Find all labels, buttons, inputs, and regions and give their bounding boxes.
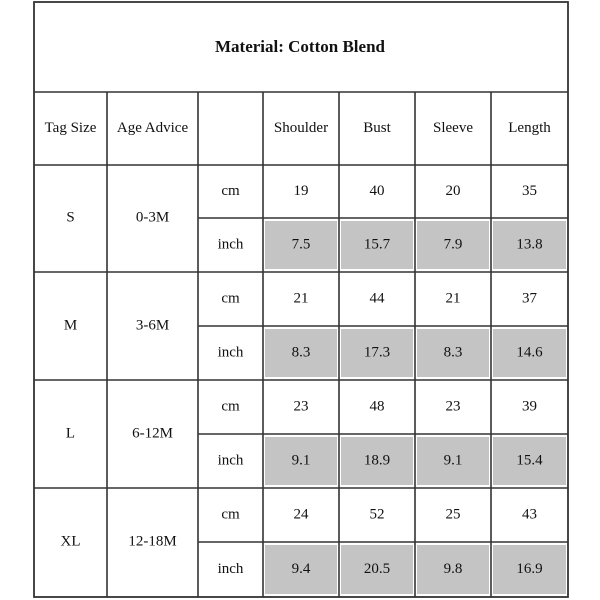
inch-value-cell-fill [341,437,413,485]
inch-value-cell-fill [417,329,489,377]
inch-value-cell: 9.1 [444,452,463,468]
tag-size-cell: XL [61,533,81,549]
inch-value-cell: 8.3 [444,344,463,360]
header-cell: Bust [363,120,391,136]
cell-texts: Material: Cotton Blend Tag Size Age Advic… [45,37,552,577]
inch-value-cell-fill [493,545,566,594]
cm-value-cell: 52 [370,506,385,522]
cm-value-cell: 25 [446,506,461,522]
inch-value-cell: 9.8 [444,561,463,577]
inch-value-cell-fill [417,221,489,269]
cm-value-cell: 48 [370,398,385,414]
unit-label-inch: inch [218,561,244,577]
unit-label-cm: cm [221,398,240,414]
inch-value-cell-fill [417,545,489,594]
cm-value-cell: 20 [446,183,461,199]
age-advice-cell: 12-18M [128,533,176,549]
cm-value-cell: 23 [294,398,309,414]
cm-value-cell: 40 [370,183,385,199]
grid-lines [33,1,569,598]
cm-value-cell: 23 [446,398,461,414]
table-title: Material: Cotton Blend [215,37,386,56]
header-cell: Shoulder [274,120,328,136]
inch-value-cell: 9.1 [292,452,311,468]
unit-label-cm: cm [221,290,240,306]
unit-label-inch: inch [218,344,244,360]
inch-value-cell: 7.9 [444,236,463,252]
inch-value-cell: 14.6 [516,344,543,360]
cm-value-cell: 43 [522,506,537,522]
inch-value-cell: 9.4 [292,561,311,577]
cell-fills [265,221,566,594]
inch-value-cell: 15.4 [516,452,543,468]
unit-label-cm: cm [221,506,240,522]
inch-value-cell: 20.5 [364,561,390,577]
inch-value-cell-fill [341,221,413,269]
tag-size-cell: L [66,425,75,441]
cm-value-cell: 21 [294,290,309,306]
inch-value-cell-fill [417,437,489,485]
inch-value-cell-fill [265,437,337,485]
inch-value-cell-fill [341,329,413,377]
age-advice-cell: 6-12M [132,425,173,441]
cm-value-cell: 37 [522,290,538,306]
inch-value-cell-fill [265,221,337,269]
inch-value-cell-fill [493,221,566,269]
cm-value-cell: 44 [370,290,386,306]
inch-value-cell-fill [493,437,566,485]
inch-value-cell-fill [265,329,337,377]
header-cell: Length [508,120,551,136]
unit-label-inch: inch [218,452,244,468]
tag-size-cell: S [66,209,74,225]
header-cell: Age Advice [117,120,189,136]
inch-value-cell: 18.9 [364,452,390,468]
header-cell: Tag Size [45,120,97,136]
inch-value-cell: 7.5 [292,236,311,252]
tag-size-cell: M [64,317,77,333]
cm-value-cell: 35 [522,183,537,199]
header-cell: Sleeve [433,120,473,136]
inch-value-cell-fill [493,329,566,377]
age-advice-cell: 3-6M [136,317,169,333]
inch-value-cell: 13.8 [516,236,542,252]
unit-label-inch: inch [218,236,244,252]
unit-label-cm: cm [221,183,240,199]
inch-value-cell: 16.9 [516,561,542,577]
cm-value-cell: 39 [522,398,537,414]
inch-value-cell: 15.7 [364,236,391,252]
inch-value-cell: 17.3 [364,344,390,360]
age-advice-cell: 0-3M [136,209,169,225]
inch-value-cell: 8.3 [292,344,311,360]
inch-value-cell-fill [341,545,413,594]
inch-value-cell-fill [265,545,337,594]
cm-value-cell: 21 [446,290,461,306]
cm-value-cell: 19 [294,183,309,199]
cm-value-cell: 24 [294,506,310,522]
table-border [33,1,569,598]
